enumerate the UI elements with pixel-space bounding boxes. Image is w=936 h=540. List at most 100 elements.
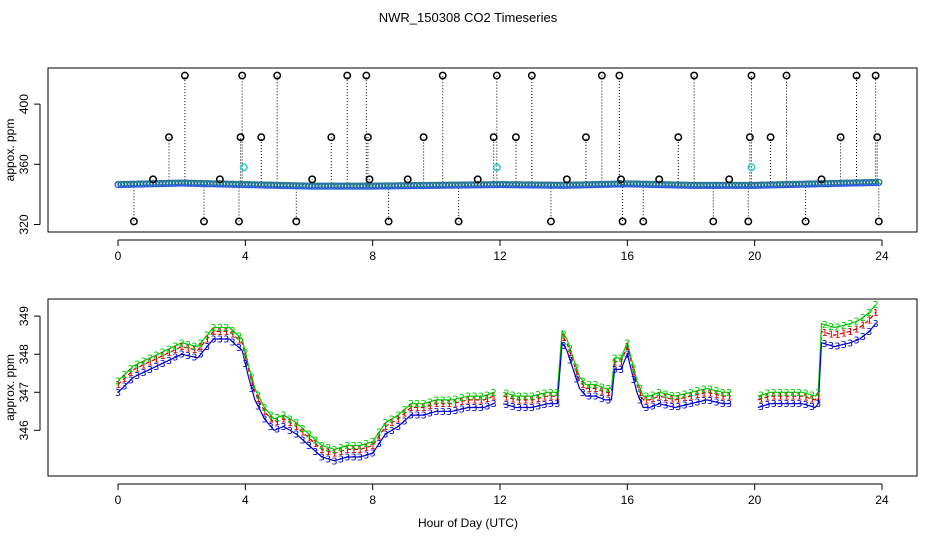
series-marker-1: 1: [452, 398, 458, 409]
series-line-3: [503, 340, 731, 409]
series-marker-3: 3: [580, 388, 586, 399]
series-line-1: [757, 311, 877, 401]
spike-point: [527, 71, 536, 80]
spike-point: [200, 217, 208, 226]
series-marker-2: 2: [828, 322, 834, 333]
series-marker-1: 1: [573, 367, 579, 378]
series-marker-3: 3: [128, 376, 134, 387]
y-axis-label: appox. ppm: [3, 119, 17, 182]
series-marker-3: 3: [300, 435, 306, 446]
series-marker-1: 1: [656, 392, 662, 403]
series-marker-1: 1: [663, 393, 669, 404]
series-marker-1: 1: [312, 439, 318, 450]
series-marker-3: 3: [631, 375, 637, 386]
series-marker-2: 2: [236, 332, 242, 343]
series-marker-1: 1: [401, 409, 407, 420]
series-marker-2: 2: [612, 354, 618, 365]
series-marker-2: 2: [249, 373, 255, 384]
series-marker-1: 1: [287, 418, 293, 429]
series-marker-3: 3: [376, 439, 382, 450]
spike-point: [292, 217, 301, 226]
spike-point: [836, 133, 845, 142]
series-marker-3: 3: [357, 452, 363, 463]
series-marker-1: 1: [382, 422, 388, 433]
spike-point: [597, 71, 606, 80]
series-marker-2: 2: [344, 441, 350, 452]
series-marker-2: 2: [459, 393, 465, 404]
series-marker-2: 2: [567, 344, 573, 355]
series-marker-2: 2: [701, 385, 707, 396]
series-marker-2: 2: [771, 388, 777, 399]
series-marker-1: 1: [459, 397, 465, 408]
series-marker-1: 1: [713, 390, 719, 401]
y-tick-label: 360: [17, 154, 31, 174]
series-marker-3: 3: [344, 452, 350, 463]
series-marker-3: 3: [656, 399, 662, 410]
series-marker-1: 1: [249, 376, 255, 387]
series-marker-2: 2: [726, 388, 732, 399]
series-marker-2: 2: [300, 424, 306, 435]
series-marker-1: 1: [491, 392, 497, 403]
cyan-point: [747, 163, 756, 172]
series-marker-3: 3: [796, 399, 802, 410]
series-marker-1: 1: [758, 394, 764, 405]
series-marker-2: 2: [529, 392, 535, 403]
x-tick-label: 0: [115, 493, 122, 507]
series-marker-2: 2: [548, 388, 554, 399]
series-marker-3: 3: [803, 400, 809, 411]
series-marker-2: 2: [198, 338, 204, 349]
series-marker-3: 3: [433, 407, 439, 418]
series-marker-2: 2: [414, 399, 420, 410]
series-marker-1: 1: [650, 394, 656, 405]
series-marker-2: 2: [281, 411, 287, 422]
series-marker-3: 3: [675, 402, 681, 413]
plot-frame: [47, 67, 918, 233]
series-marker-1: 1: [860, 321, 866, 332]
series-marker-1: 1: [478, 395, 484, 406]
x-tick-label: 24: [875, 493, 889, 507]
series-marker-3: 3: [542, 400, 548, 411]
series-marker-3: 3: [548, 399, 554, 410]
series-marker-2: 2: [312, 435, 318, 446]
spike-point: [562, 175, 571, 184]
series-marker-2: 2: [478, 392, 484, 403]
spike-point: [709, 217, 718, 226]
series-marker-2: 2: [599, 383, 605, 394]
spike-point: [238, 71, 247, 80]
series-marker-3: 3: [663, 401, 669, 412]
series-marker-2: 2: [637, 384, 643, 395]
series-marker-2: 2: [433, 395, 439, 406]
series-marker-2: 2: [669, 391, 675, 402]
series-marker-2: 2: [452, 395, 458, 406]
series-line-3: [117, 338, 494, 462]
series-marker-2: 2: [510, 391, 516, 402]
spike-point: [873, 133, 882, 142]
series-marker-3: 3: [529, 403, 535, 414]
series-marker-1: 1: [567, 348, 573, 359]
series-marker-3: 3: [809, 402, 815, 413]
x-axis-label: Hour of Day (UTC): [418, 516, 518, 530]
x-tick-label: 12: [493, 249, 507, 263]
series-marker-1: 1: [242, 352, 248, 363]
spike-point: [766, 133, 775, 142]
spike-point: [745, 133, 754, 142]
spike-point: [725, 175, 734, 184]
series-marker-3: 3: [669, 402, 675, 413]
series-marker-3: 3: [516, 403, 522, 414]
spike-point: [419, 133, 428, 142]
series-marker-2: 2: [656, 388, 662, 399]
x-tick-label: 20: [748, 249, 762, 263]
series-marker-2: 2: [542, 389, 548, 400]
chart-title: NWR_150308 CO2 Timeseries: [379, 10, 558, 25]
series-marker-2: 2: [484, 390, 490, 401]
series-marker-1: 1: [771, 392, 777, 403]
series-marker-3: 3: [637, 395, 643, 406]
series-marker-1: 1: [446, 399, 452, 410]
series-marker-3: 3: [522, 403, 528, 414]
series-marker-3: 3: [115, 388, 121, 399]
series-marker-3: 3: [293, 430, 299, 441]
series-marker-2: 2: [777, 388, 783, 399]
cyan-point: [239, 163, 248, 172]
series-marker-2: 2: [140, 357, 146, 368]
